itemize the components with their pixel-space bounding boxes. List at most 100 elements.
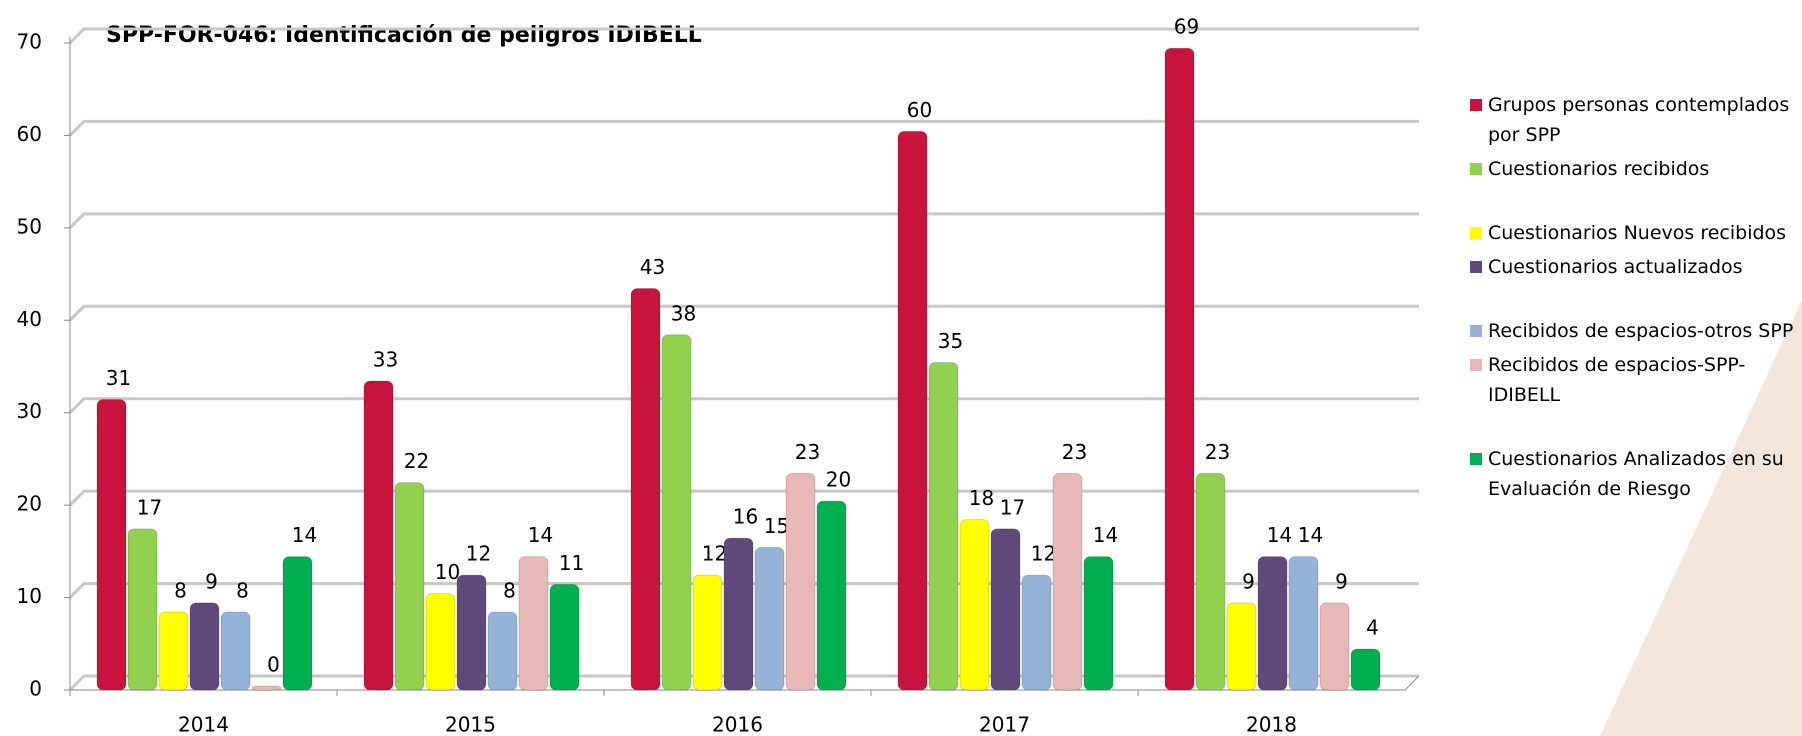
data-label: 14 <box>1298 523 1323 547</box>
legend-swatch <box>1470 227 1482 239</box>
bar <box>549 583 580 691</box>
legend-label: Cuestionarios Analizados en su Evaluació… <box>1488 448 1784 500</box>
grid-line <box>68 212 1419 229</box>
data-label: 17 <box>1000 495 1025 519</box>
legend-item: Cuestionarios actualizados <box>1468 252 1800 282</box>
bar <box>630 288 661 691</box>
data-label: 9 <box>205 569 218 593</box>
bar <box>1164 47 1195 691</box>
y-tick-label: 50 <box>17 214 42 238</box>
y-tick-label: 20 <box>17 492 42 516</box>
bar <box>158 611 189 691</box>
legend-swatch <box>1470 325 1482 337</box>
grid-line <box>68 27 1419 45</box>
data-label: 31 <box>106 366 131 390</box>
data-label: 14 <box>292 523 317 547</box>
bar <box>816 500 847 691</box>
data-label: 18 <box>969 486 994 510</box>
data-label: 12 <box>702 542 727 566</box>
bar <box>96 398 127 691</box>
data-label: 23 <box>1062 440 1087 464</box>
legend-label: Recibidos de espacios-SPP-IDIBELL <box>1488 354 1746 406</box>
data-label: 20 <box>826 468 851 492</box>
data-label: 23 <box>795 440 820 464</box>
bar <box>959 519 990 691</box>
legend: Grupos personas contemplados por SPP Cues… <box>1468 90 1800 508</box>
y-tick-label: 60 <box>17 122 42 146</box>
data-label: 69 <box>1174 15 1199 39</box>
legend-item: Cuestionarios Nuevos recibidos <box>1468 218 1800 248</box>
legend-swatch <box>1470 163 1482 175</box>
grid-line <box>68 119 1419 137</box>
data-label: 12 <box>1031 542 1056 566</box>
legend-item: Cuestionarios Analizados en su Evaluació… <box>1468 444 1800 504</box>
data-label: 8 <box>236 579 249 603</box>
data-label: 8 <box>174 579 187 603</box>
data-label: 43 <box>640 255 665 279</box>
legend-swatch <box>1470 359 1482 371</box>
data-label: 16 <box>733 505 758 529</box>
bar <box>487 611 518 691</box>
data-label: 9 <box>1242 569 1255 593</box>
x-tick-label: 2017 <box>979 713 1030 736</box>
bar <box>1350 648 1381 691</box>
bar <box>692 574 723 691</box>
bar <box>1083 556 1114 691</box>
legend-swatch <box>1470 261 1482 273</box>
legend-item: Recibidos de espacios-SPP-IDIBELL <box>1468 350 1800 410</box>
bar <box>282 556 313 691</box>
legend-label: Cuestionarios actualizados <box>1488 256 1743 278</box>
grid-line <box>68 397 1419 414</box>
data-label: 14 <box>1093 523 1118 547</box>
legend-swatch <box>1470 99 1482 111</box>
x-tick-label: 2016 <box>712 713 763 736</box>
bar <box>754 546 785 691</box>
y-tick-label: 0 <box>29 677 42 701</box>
grid-line <box>68 304 1419 322</box>
bar <box>1195 472 1226 691</box>
bar <box>518 556 549 691</box>
legend-label: Recibidos de espacios-otros SPP <box>1488 320 1794 342</box>
data-label: 11 <box>559 551 584 575</box>
bar <box>425 593 456 691</box>
x-tick-label: 2014 <box>178 713 229 736</box>
data-label: 14 <box>528 523 553 547</box>
bar <box>723 537 754 691</box>
legend-item: Cuestionarios recibidos <box>1468 154 1800 184</box>
bar <box>394 482 425 691</box>
bar <box>1021 574 1052 691</box>
y-tick-label: 40 <box>17 307 42 331</box>
legend-item: Recibidos de espacios-otros SPP <box>1468 316 1800 346</box>
x-tick-label: 2015 <box>445 713 496 736</box>
bar <box>363 380 394 691</box>
legend-label: Grupos personas contemplados por SPP <box>1488 94 1790 146</box>
data-label: 4 <box>1366 616 1379 640</box>
data-label: 10 <box>435 560 460 584</box>
y-tick-label: 70 <box>17 30 42 54</box>
legend-label: Cuestionarios recibidos <box>1488 158 1710 180</box>
y-tick-label: 10 <box>17 584 42 608</box>
bar <box>456 574 487 691</box>
x-tick-label: 2018 <box>1246 713 1297 736</box>
bar <box>785 472 816 691</box>
legend-item: Grupos personas contemplados por SPP <box>1468 90 1800 150</box>
x-axis <box>70 675 1420 691</box>
data-label: 60 <box>907 98 932 122</box>
grid-line <box>68 489 1419 507</box>
bar <box>928 362 959 691</box>
data-label: 12 <box>466 542 491 566</box>
data-label: 38 <box>671 301 696 325</box>
background-decor <box>1600 300 1802 736</box>
data-label: 23 <box>1205 440 1230 464</box>
data-label: 35 <box>938 329 963 353</box>
bar <box>1257 556 1288 691</box>
bar <box>1288 556 1319 691</box>
bar <box>990 528 1021 691</box>
data-label: 22 <box>404 449 429 473</box>
data-label: 8 <box>503 579 516 603</box>
y-tick-label: 30 <box>17 399 42 423</box>
bar <box>127 528 158 691</box>
bar <box>661 334 692 691</box>
